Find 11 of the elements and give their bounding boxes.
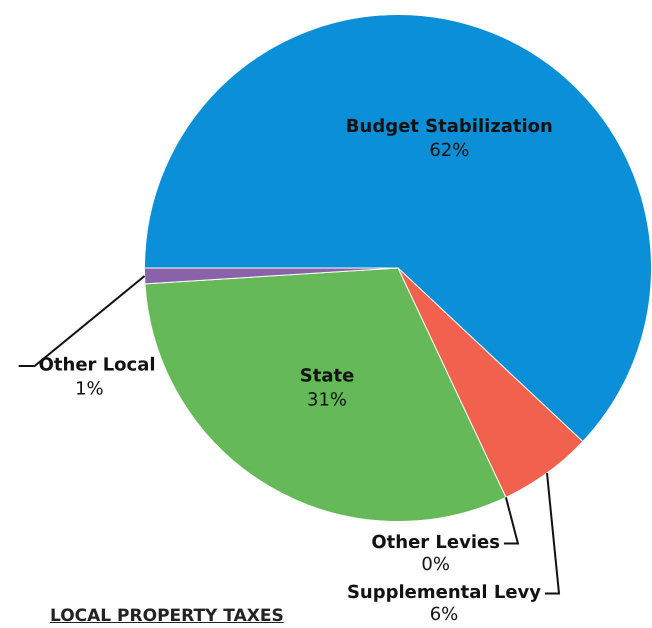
slice-label: Other Local [38, 354, 156, 376]
text: 0% [421, 554, 450, 576]
data-label: 62% [429, 140, 470, 162]
data-label: 6% [430, 604, 458, 626]
slice-label: State [300, 366, 354, 387]
slice-label: Budget Stabilization [346, 116, 553, 138]
data-label: 1% [75, 378, 104, 400]
category-label: Other Levies [371, 532, 500, 554]
text: LOCAL PROPERTY TAXES [50, 606, 284, 626]
data-label: 31% [307, 390, 348, 411]
slice-label: Supplemental Levy [346, 582, 542, 604]
